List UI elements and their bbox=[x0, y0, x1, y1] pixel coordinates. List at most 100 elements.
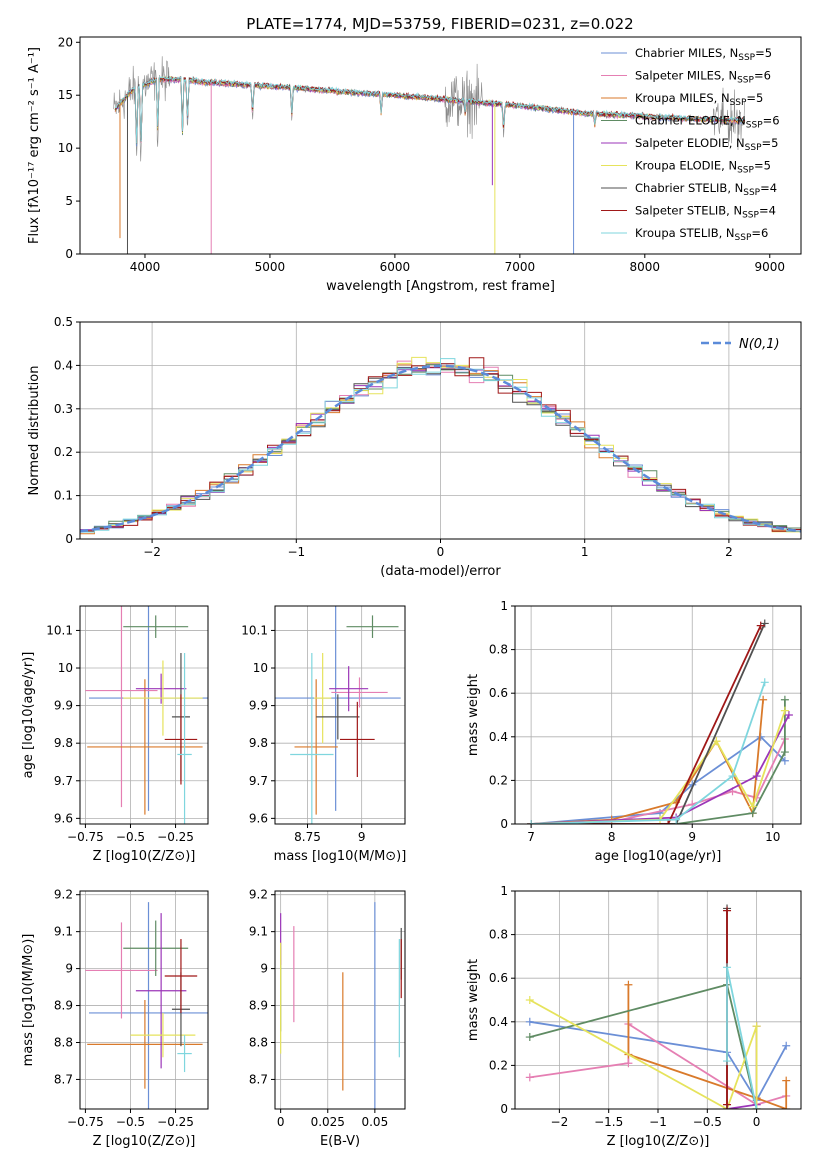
y-tick-label: 8.8 bbox=[54, 1035, 73, 1049]
series-line bbox=[529, 983, 758, 1109]
y-tick-label: 0.8 bbox=[489, 928, 508, 942]
x-tick-label: 7000 bbox=[505, 260, 536, 274]
data-point bbox=[135, 913, 187, 1069]
series-marker bbox=[525, 1073, 534, 1082]
series-marker bbox=[624, 1059, 633, 1068]
series-marker bbox=[760, 619, 769, 628]
y-tick-label: 10.1 bbox=[46, 623, 73, 637]
axes-frame bbox=[274, 890, 406, 1110]
data-point bbox=[340, 701, 375, 778]
x-axis-label: wavelength [Angstrom, rest frame] bbox=[326, 279, 555, 294]
x-axis-label: (data-model)/error bbox=[380, 564, 501, 579]
y-tick-label: 20 bbox=[58, 35, 73, 49]
plot-area bbox=[280, 902, 402, 1109]
series-marker bbox=[624, 980, 633, 989]
panel-mass_weight_vs_age: 7 8 9 10 0 0.2 0.4 0.6 0.8 1 age [log10(age/yr)] ma… bbox=[466, 599, 802, 864]
model-spectrum-line bbox=[114, 75, 746, 144]
series-marker bbox=[664, 820, 673, 824]
axes-frame bbox=[79, 605, 209, 825]
x-tick-label: 0.025 bbox=[311, 1115, 345, 1129]
x-tick-label: −0.5 bbox=[116, 830, 145, 844]
y-tick-label: 5 bbox=[65, 194, 73, 208]
x-tick-label: 6000 bbox=[380, 260, 411, 274]
y-tick-label: 9.9 bbox=[249, 699, 268, 713]
panel-mass_vs_ebv: 0 0.025 0.05 8.7 8.8 8.9 9 9.1 9.2 E(B-V) bbox=[249, 888, 406, 1149]
series-marker bbox=[672, 815, 681, 824]
model-spectrum-line bbox=[114, 76, 746, 144]
y-tick-label: 10 bbox=[253, 661, 268, 675]
y-tick-label: 9.1 bbox=[249, 925, 268, 939]
data-point bbox=[87, 1000, 203, 1089]
x-tick-label: −2 bbox=[551, 1115, 569, 1129]
x-tick-label: 0 bbox=[277, 1115, 285, 1129]
y-axis-label: Flux [fλ10⁻¹⁷ erg cm⁻² s⁻¹ A⁻¹] bbox=[27, 47, 42, 244]
plot-area bbox=[527, 619, 793, 824]
data-point bbox=[329, 666, 369, 712]
y-tick-label: 9.8 bbox=[249, 736, 268, 750]
axes-frame bbox=[79, 36, 802, 255]
series-marker bbox=[780, 756, 789, 765]
x-tick-label: 7 bbox=[527, 830, 535, 844]
series-line bbox=[531, 682, 766, 824]
y-axis-label: age [log10(age/yr)] bbox=[21, 652, 36, 779]
y-tick-label: 8.7 bbox=[249, 1072, 268, 1086]
plot-area bbox=[85, 902, 208, 1109]
data-point bbox=[130, 1012, 196, 1058]
panel-spectrum: 4000 5000 6000 7000 8000 9000 0 5 10 15 20 waveleng… bbox=[27, 35, 802, 294]
x-tick-label: −0.75 bbox=[67, 1115, 104, 1129]
y-tick-label: 9.6 bbox=[249, 811, 268, 825]
model-spectrum-line bbox=[114, 76, 746, 144]
legend-label: Salpeter STELIB, NSSP​=4 bbox=[635, 204, 776, 221]
data-point bbox=[316, 694, 360, 740]
y-axis-label: Normed distribution bbox=[27, 366, 42, 496]
series-marker bbox=[752, 772, 761, 781]
series-marker bbox=[752, 1105, 761, 1109]
y-tick-label: 9.1 bbox=[54, 925, 73, 939]
data-point bbox=[123, 920, 189, 976]
data-point bbox=[294, 679, 338, 815]
y-tick-label: 0.1 bbox=[54, 489, 73, 503]
legend-label: Salpeter MILES, NSSP​=6 bbox=[635, 69, 771, 86]
series-marker bbox=[527, 820, 536, 824]
y-tick-label: 9.7 bbox=[54, 774, 73, 788]
figure-title: PLATE=1774, MJD=53759, FIBERID=0231, z=0… bbox=[246, 15, 633, 33]
y-tick-label: 9 bbox=[65, 962, 73, 976]
x-tick-label: 5000 bbox=[255, 260, 286, 274]
x-tick-label: 0.05 bbox=[361, 1115, 388, 1129]
y-tick-label: 0 bbox=[65, 532, 73, 546]
axes: 0 0.025 0.05 8.7 8.8 8.9 9 9.1 9.2 E(B-V) bbox=[249, 888, 406, 1149]
x-tick-label: 4000 bbox=[130, 260, 161, 274]
data-point bbox=[89, 902, 208, 1109]
y-tick-label: 8.7 bbox=[54, 1072, 73, 1086]
axes: −0.75 −0.5 −0.25 9.6 9.7 9.8 9.9 10 10.1 Z [log10… bbox=[21, 605, 209, 864]
series-marker bbox=[756, 621, 765, 630]
series-marker bbox=[752, 1022, 761, 1031]
model-spectrum-line bbox=[114, 77, 746, 144]
x-tick-label: −0.75 bbox=[67, 830, 104, 844]
y-tick-label: 8.9 bbox=[249, 999, 268, 1013]
model-spectrum-line bbox=[114, 75, 746, 145]
x-tick-label: 0 bbox=[753, 1115, 761, 1129]
axes-frame bbox=[274, 605, 406, 825]
panel-age_vs_Z: −0.75 −0.5 −0.25 9.6 9.7 9.8 9.9 10 10.1 Z [log10… bbox=[21, 605, 209, 864]
x-tick-label: −0.25 bbox=[157, 830, 194, 844]
axes: −2 −1 0 1 2 0 0.1 0.2 0.3 0.4 0.5 (data-model)/erro… bbox=[27, 315, 802, 579]
axes: −2 −1.5 −1 −0.5 0 0 0.2 0.4 0.6 0.8 1 Z [log10(Z/Z⊙… bbox=[466, 884, 802, 1149]
x-tick-label: −0.5 bbox=[693, 1115, 722, 1129]
x-axis-label: Z [log10(Z/Z⊙)] bbox=[607, 1134, 710, 1149]
series-marker bbox=[748, 802, 757, 811]
data-point bbox=[331, 677, 388, 708]
model-spectrum-line bbox=[114, 76, 746, 143]
series-marker bbox=[780, 695, 789, 704]
data-point bbox=[164, 939, 198, 1013]
panel-mass_vs_Z: −0.75 −0.5 −0.25 8.7 8.8 8.9 9 9.1 9.2 Z [log10(Z… bbox=[21, 888, 209, 1149]
y-tick-label: 0.2 bbox=[489, 1058, 508, 1072]
series-line bbox=[531, 625, 762, 824]
y-tick-label: 9.2 bbox=[249, 888, 268, 902]
y-tick-label: 8.8 bbox=[249, 1035, 268, 1049]
data-point bbox=[123, 660, 203, 736]
series-marker bbox=[723, 906, 732, 915]
legend-label: Chabrier STELIB, NSSP​=4 bbox=[635, 181, 777, 198]
legend-label: N(0,1) bbox=[739, 337, 780, 352]
x-tick-label: −1 bbox=[649, 1115, 667, 1129]
